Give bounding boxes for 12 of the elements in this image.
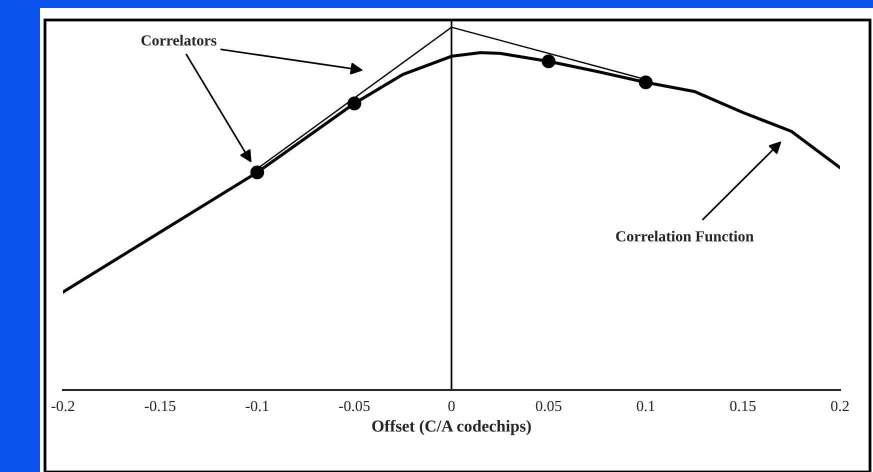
x-tick-label: 0.1 bbox=[636, 400, 654, 412]
x-tick-label: -0.1 bbox=[246, 400, 268, 412]
x-tick-label: 0.2 bbox=[831, 400, 849, 412]
x-tick-label: 0 bbox=[448, 400, 455, 412]
annotation: Correlation Function bbox=[616, 230, 754, 242]
x-tick-label: 0.15 bbox=[730, 400, 756, 412]
x-tick-label: -0.05 bbox=[339, 400, 370, 412]
x-tick-label: 0.05 bbox=[536, 400, 562, 412]
x-axis-title: Offset (C/A codechips) bbox=[372, 420, 531, 436]
annotation: Correlators bbox=[141, 34, 216, 46]
x-tick-label: -0.15 bbox=[144, 400, 176, 412]
x-tick-label: -0.2 bbox=[51, 400, 74, 412]
